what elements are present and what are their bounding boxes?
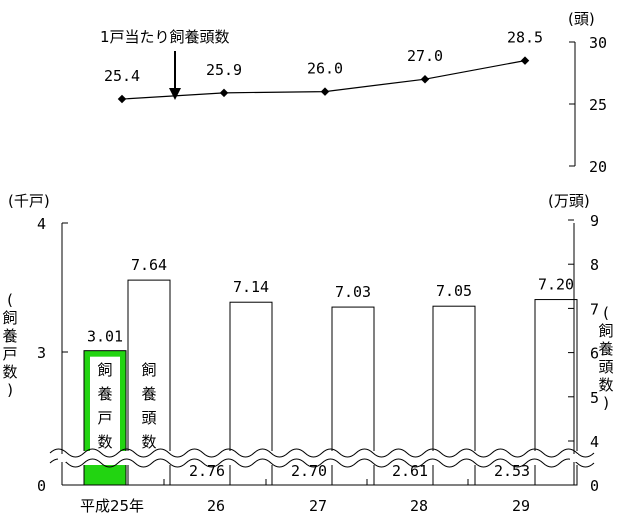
line-point [117,94,127,104]
x-tick-label: 平成25年 [80,497,144,515]
x-tick-label: 28 [410,497,428,515]
bar-series-name-char: 数 [141,433,156,451]
line-point [320,87,330,96]
line-value-label: 25.4 [104,67,140,85]
line-y-tick-label: 30 [589,34,607,52]
right-tick-label: 9 [590,212,599,230]
bar-series-name-char: 戸 [97,409,112,427]
right-tick-label: 4 [590,433,599,451]
line-value-label: 28.5 [507,29,543,47]
bar-series-name-char: 飼 [141,361,156,379]
bar-households-label: 2.70 [291,462,327,480]
axis-break-wave-bottom [49,458,595,468]
axis-break-band [50,451,608,465]
left-axis-label-text: (飼養戸数) [2,291,18,399]
bar-head-count-label: 7.64 [131,256,167,274]
axis-break-wave-top [49,448,595,458]
bar-head-count-label: 7.20 [538,276,574,294]
right-tick-label: 8 [590,256,599,274]
line-annotation: 1戸当たり飼養頭数 [100,28,230,46]
line-value-label: 26.0 [307,60,343,78]
bar-chart: 3.012.76 2.70 2.61 2.537.647.14 7.03 7.05 7.20… [8,192,608,515]
line-value-label: 25.9 [206,61,242,79]
bar-head-count-label: 7.03 [335,283,371,301]
line-chart: 20 25 30 (頭) 25.4 25.9 26.0 27.0 28.5 1戸当たり飼養頭数 [100,10,607,176]
bar-head-count-label: 7.14 [233,278,269,296]
left-axis-break-gap [58,454,66,462]
bar-series-name-char: 養 [97,385,112,403]
bar-series-name-char: 飼 [97,361,112,379]
left-tick-label: 0 [37,477,46,495]
right-axis-unit: (万頭) [548,192,590,210]
right-tick-label: 7 [590,300,599,318]
bar-head-count-label: 7.05 [436,282,472,300]
bar-series-name-char: 頭 [141,409,156,427]
right-axis-break-gap [570,454,578,462]
households-inset [90,356,120,452]
line-value-label: 27.0 [407,47,443,65]
line-point [420,74,430,84]
line-y-tick-label: 20 [589,158,607,176]
line-point [219,88,229,98]
left-axis-label: (飼養戸数) [0,291,20,399]
x-tick-label: 26 [207,497,225,515]
bar-households-label: 3.01 [87,328,123,346]
bar-head-count [127,279,171,486]
right-axis-label-text: (飼養頭数) [598,304,614,412]
x-tick-label: 27 [309,497,327,515]
right-axis-label: (飼養頭数) [596,304,616,412]
bar-series-name-char: 養 [141,385,156,403]
line-point [520,56,530,65]
left-axis-unit: (千戸) [8,192,50,210]
x-tick-label: 29 [512,497,530,515]
right-tick-label: 6 [590,345,599,363]
line-y-unit: (頭) [568,10,595,28]
right-tick-label: 0 [590,477,599,495]
left-tick-label: 3 [37,344,46,362]
line-y-tick-label: 25 [589,96,607,114]
right-tick-label: 5 [590,389,599,407]
left-tick-label: 4 [37,215,46,233]
bar-households-label: 2.76 [189,462,225,480]
bar-series-name-char: 数 [97,433,112,451]
annotation-arrow-head [169,88,181,100]
